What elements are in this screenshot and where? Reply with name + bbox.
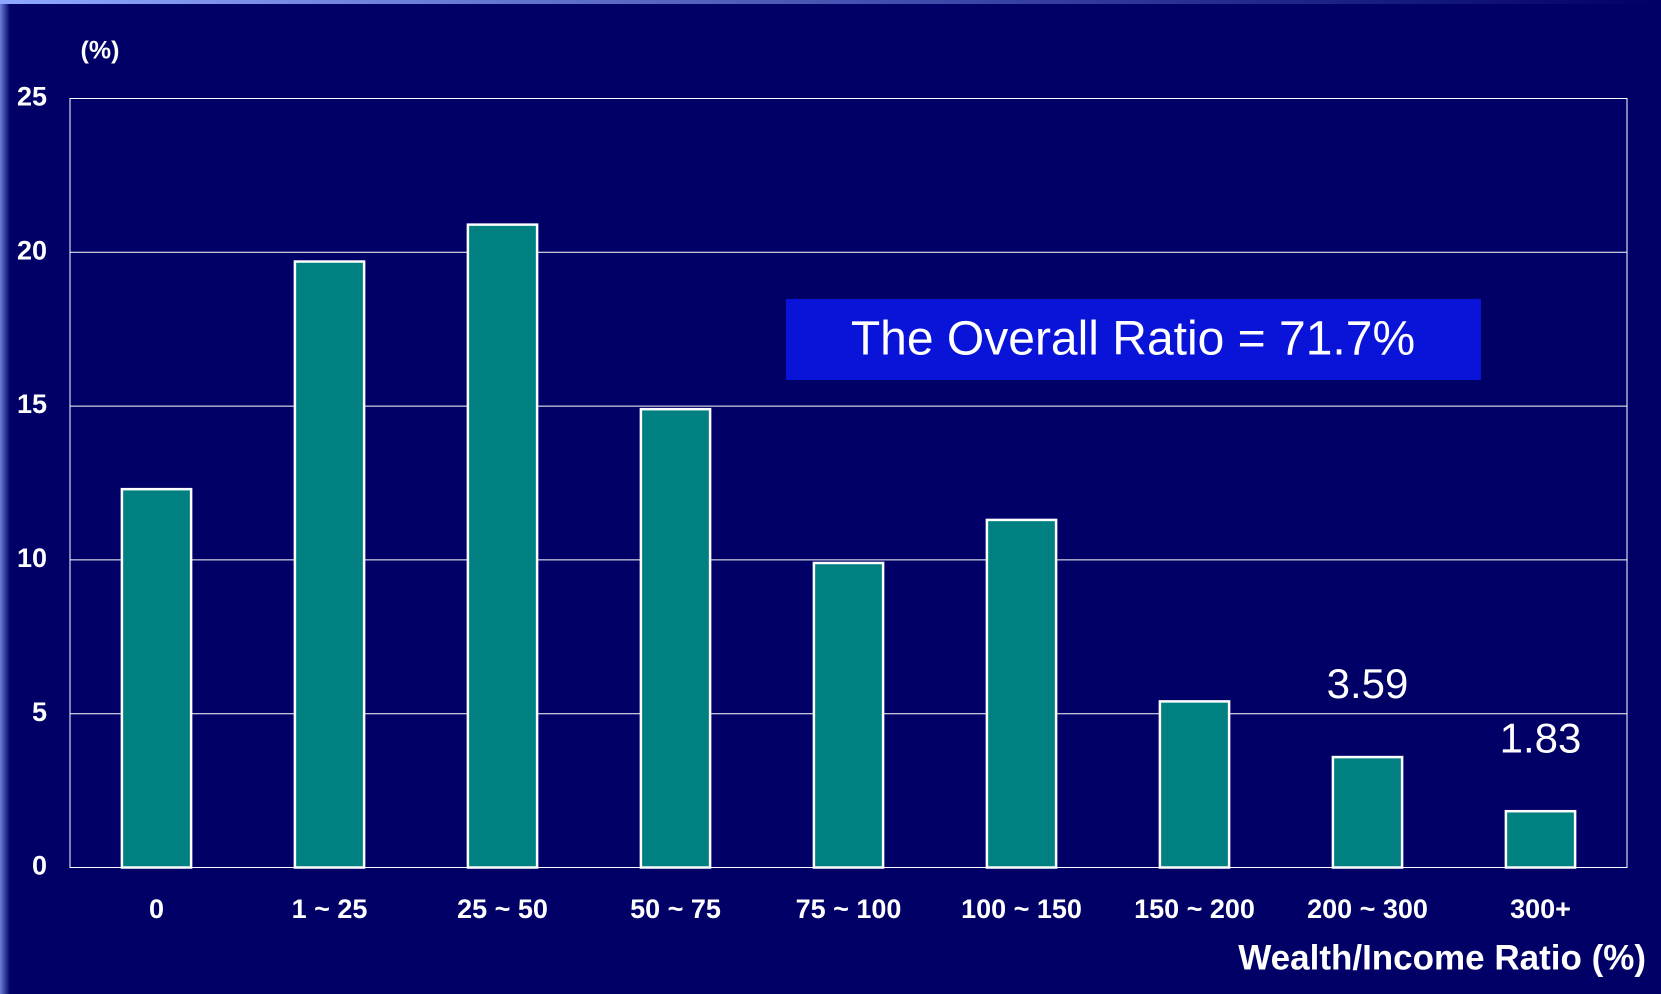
y-tick-label: 5 [32,697,47,727]
bar [812,561,885,869]
x-tick-label: 300+ [1510,894,1571,924]
x-tick-label: 200 ~ 300 [1307,894,1428,924]
annotation-box [786,299,1481,380]
y-tick-label: 10 [17,543,47,573]
bar [120,487,193,869]
plot: 0 5 10 15 20 25 0 1 ~ 25 25 ~ 50 50 ~ 75 75 ~ 100 1… [17,82,1627,924]
value-label: 1.83 [1500,714,1582,761]
bar [1158,700,1231,869]
y-tick-label: 15 [17,389,47,419]
y-unit-label: (%) [81,37,120,65]
bar [985,518,1058,869]
x-tick-label: 75 ~ 100 [796,894,902,924]
y-tick-label: 20 [17,235,47,265]
x-tick-label: 1 ~ 25 [292,894,368,924]
bar [466,223,539,869]
bar [1504,809,1577,869]
value-label: 3.59 [1327,660,1409,707]
y-tick-label: 25 [17,82,47,112]
x-tick-label: 150 ~ 200 [1134,894,1255,924]
x-tick-label: 25 ~ 50 [457,894,548,924]
top-edge [0,0,1661,4]
x-tick-label: 50 ~ 75 [630,894,721,924]
bar [1331,755,1404,869]
y-tick-label: 0 [32,851,47,881]
x-tick-label: 0 [149,894,164,924]
x-axis-label: Wealth/Income Ratio (%) [1238,938,1646,977]
x-tick-label: 100 ~ 150 [961,894,1082,924]
bar [293,260,366,869]
annotation: The Overall Ratio = 71.7% [851,313,1415,366]
left-edge [0,0,10,994]
bar [639,407,712,869]
